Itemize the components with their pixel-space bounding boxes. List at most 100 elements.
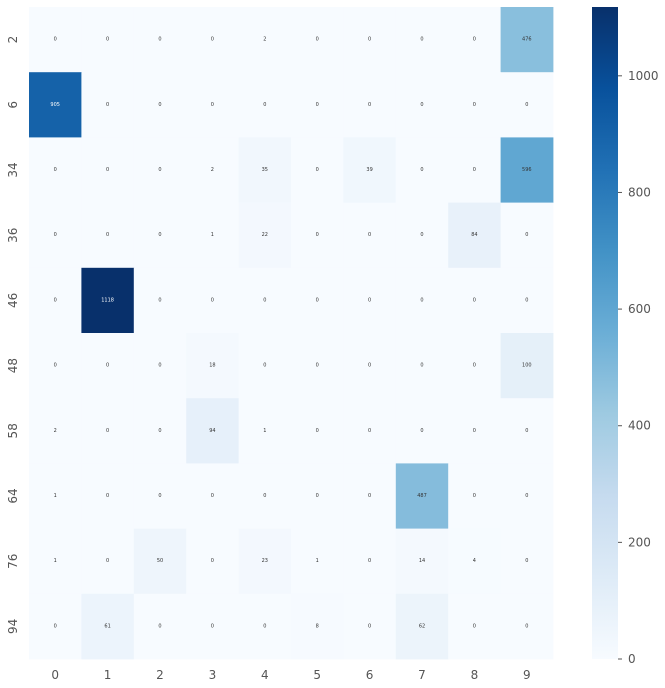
heatmap-cell [500,463,554,529]
cell-value-label: 1 [316,558,319,564]
cell-value-label: 0 [263,623,266,629]
heatmap-cell [448,528,501,595]
heatmap-cell [395,137,449,203]
heatmap-cell [133,72,187,138]
cell-value-label: 0 [54,37,57,43]
cell-value-label: 0 [158,37,161,43]
cell-value-label: 0 [368,558,371,564]
cell-value-label: 0 [525,232,528,238]
cell-value-label: 8 [316,623,319,629]
heatmap-cell [291,528,344,595]
cell-value-label: 476 [522,37,532,43]
cell-value-label: 0 [106,102,109,108]
heatmap-cell [29,463,82,529]
cell-value-label: 0 [158,623,161,629]
cell-value-label: 0 [211,297,214,303]
heatmap-cell [343,72,397,138]
heatmap-cell [133,528,187,595]
colorbar-tick-label: 1000 [628,69,659,83]
cell-value-label: 0 [368,493,371,499]
heatmap-cell [448,72,501,138]
heatmap-cell [133,398,187,464]
heatmap-cell [448,267,501,334]
y-tick-label: 48 [6,358,20,373]
heatmap-cell [395,7,449,73]
heatmap-cell [81,398,135,464]
cell-value-label: 0 [54,363,57,369]
cell-value-label: 0 [316,297,319,303]
cell-value-label: 94 [209,428,215,434]
cell-value-label: 0 [316,363,319,369]
heatmap-cell [500,593,554,660]
heatmap-cell [81,137,135,203]
heatmap-cell [395,528,449,595]
heatmap-cell [291,267,344,334]
cell-value-label: 2 [263,37,266,43]
cell-value-label: 22 [262,232,268,238]
colorbar-ticks: 0 200 400 600 800 1000 [618,69,659,666]
cell-value-label: 0 [263,493,266,499]
cell-value-label: 0 [473,297,476,303]
cell-value-label: 0 [368,428,371,434]
heatmap-cell [500,72,554,138]
heatmap-cell [448,137,501,203]
y-tick-label: 34 [6,162,20,177]
y-tick-label: 2 [6,36,20,44]
y-tick-label: 94 [6,619,20,634]
cell-value-label: 0 [316,167,319,173]
heatmap-cell [291,137,344,203]
y-tick-label: 76 [6,554,20,569]
heatmap-cell [29,137,82,203]
cell-value-label: 23 [262,558,268,564]
cell-value-label: 1 [54,493,57,499]
heatmap-cell [395,333,449,399]
cell-value-label: 0 [54,623,57,629]
cell-value-label: 0 [263,363,266,369]
heatmap-cell [238,7,292,73]
heatmap-cell [81,593,135,660]
cell-value-label: 100 [522,363,532,369]
heatmap-cell [238,267,292,334]
cell-value-label: 0 [54,232,57,238]
heatmap-cell [29,593,82,660]
heatmap-cell [238,463,292,529]
heatmap-cell [186,528,239,595]
cell-value-label: 14 [419,558,425,564]
cell-value-label: 0 [158,167,161,173]
heatmap-cell [81,528,135,595]
cell-value-label: 0 [106,37,109,43]
heatmap-cell [29,202,82,269]
heatmap-cell [291,202,344,269]
heatmap-cell [291,463,344,529]
heatmap-cell [500,137,554,203]
heatmap-cell [133,593,187,660]
heatmap-cell [133,7,187,73]
colorbar-tick-label: 200 [628,535,651,549]
heatmap-cell [343,267,397,334]
x-tick-label: 5 [313,668,321,682]
heatmap-cell [29,72,82,138]
heatmap-cell [395,72,449,138]
cell-value-label: 0 [473,493,476,499]
cell-value-label: 0 [158,232,161,238]
colorbar [592,7,618,659]
heatmap-cell [29,398,82,464]
x-tick-label: 3 [209,668,217,682]
cell-value-label: 905 [50,102,60,108]
y-tick-label: 64 [6,488,20,503]
heatmap-cell [395,398,449,464]
cell-value-label: 0 [473,102,476,108]
heatmap-cell [81,7,135,73]
cell-value-label: 0 [316,37,319,43]
heatmap-cell [133,202,187,269]
cell-value-label: 0 [525,297,528,303]
heatmap-cell [343,333,397,399]
cell-value-label: 0 [263,102,266,108]
cell-value-label: 0 [473,623,476,629]
cell-value-label: 0 [106,428,109,434]
x-tick-label: 9 [523,668,531,682]
heatmap-cell [29,528,82,595]
heatmap-cell [500,333,554,399]
cell-value-label: 0 [368,232,371,238]
